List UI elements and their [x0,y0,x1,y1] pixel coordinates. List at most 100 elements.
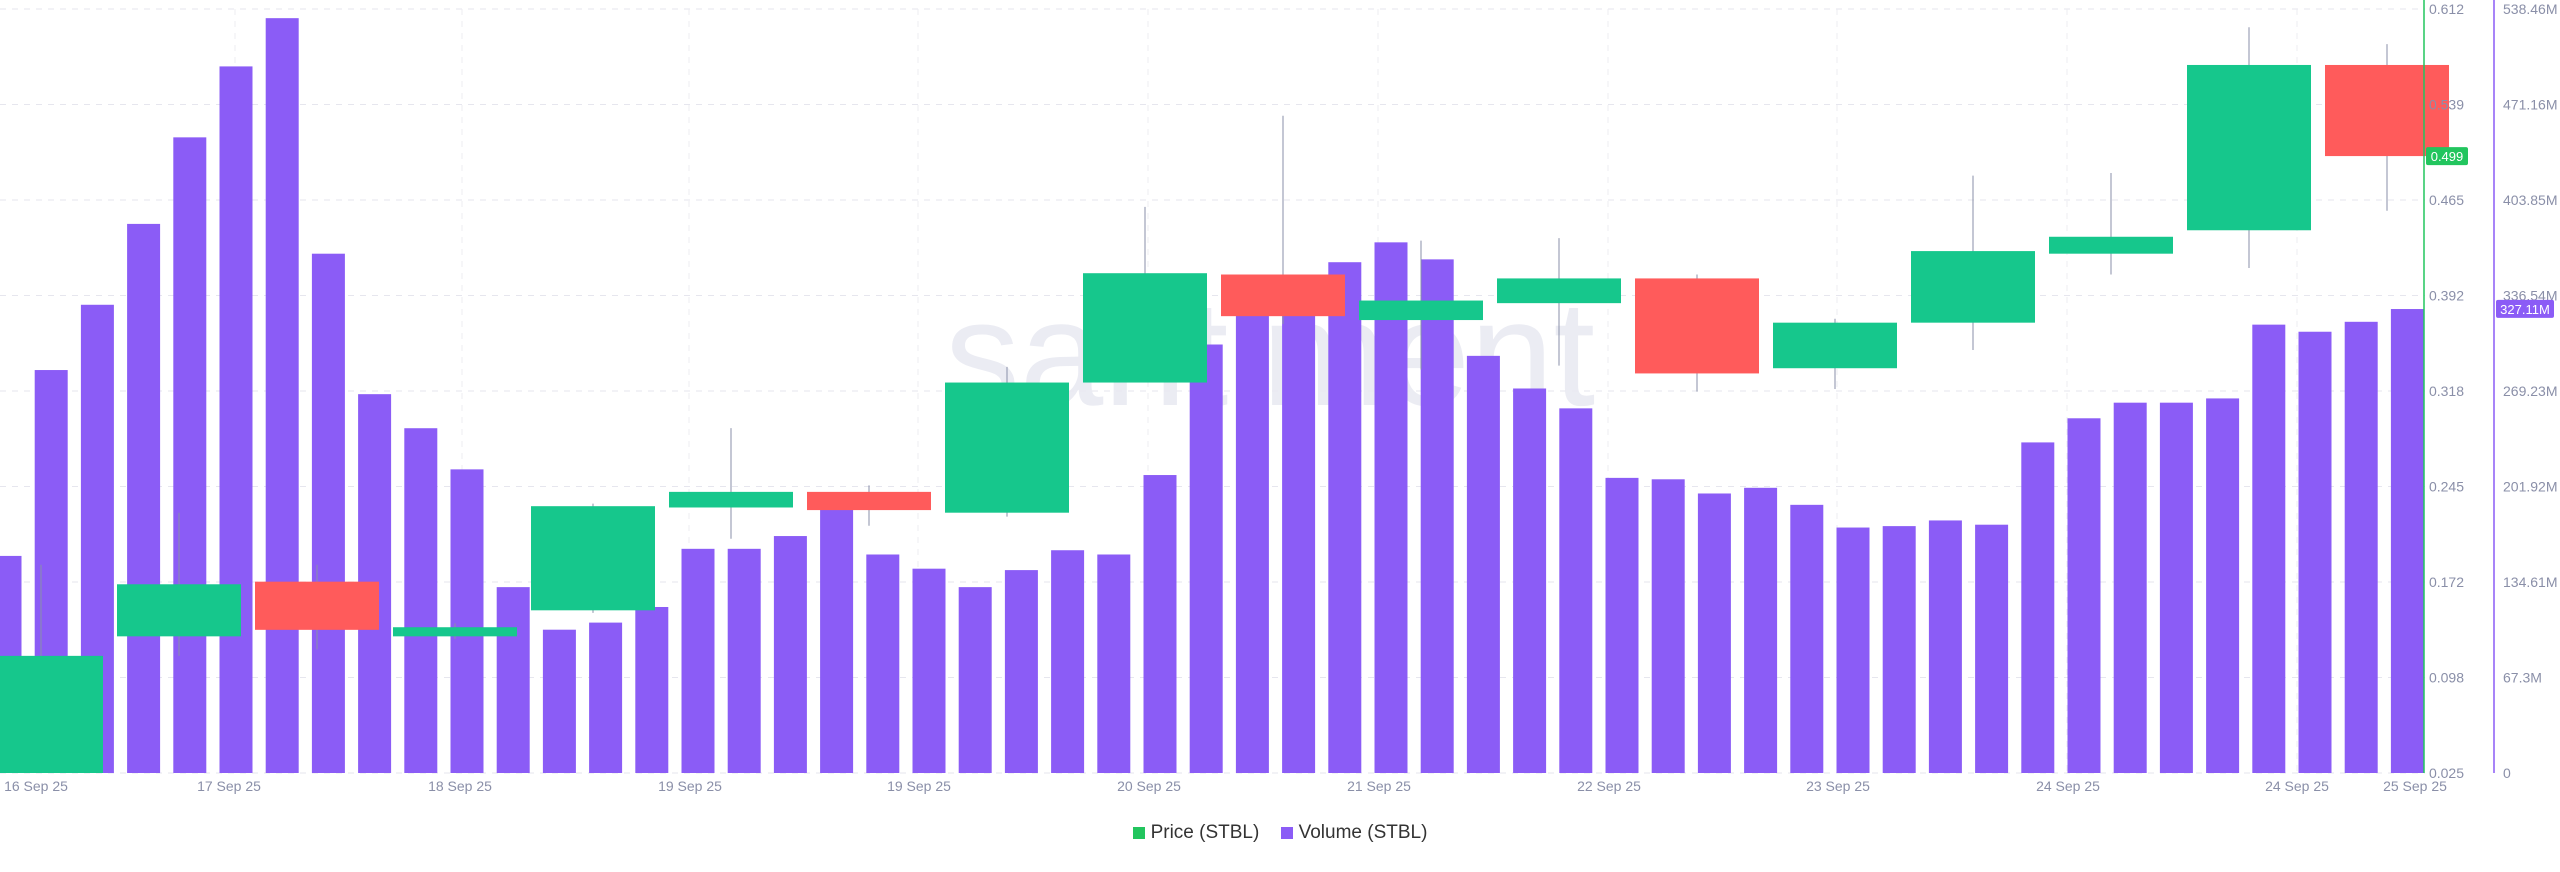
volume-tick-label: 67.3M [2503,670,2542,686]
volume-bar [2298,331,2332,773]
volume-bar [866,554,900,773]
volume-bar [635,606,669,773]
price-tick-label: 0.318 [2429,383,2464,399]
x-tick-label: 19 Sep 25 [887,778,951,794]
volume-bar [1097,554,1131,773]
x-tick-label: 24 Sep 25 [2036,778,2100,794]
volume-bar [1004,570,1038,773]
candle-up [117,584,241,637]
volume-bar [1051,550,1085,773]
x-tick-label: 16 Sep 25 [4,778,68,794]
volume-bar [1374,242,1408,773]
candle-up [2049,236,2173,254]
volume-bar [311,253,345,774]
volume-bar [1790,504,1824,773]
x-tick-label: 25 Sep 25 [2383,778,2447,794]
volume-bar [2021,442,2055,773]
volume-bar [1836,527,1870,773]
x-tick-label: 20 Sep 25 [1117,778,1181,794]
volume-bar [2252,324,2286,773]
volume-bar [589,622,623,773]
volume-current-tag [2496,299,2554,318]
legend: Price (STBL) Volume (STBL) [0,822,2560,845]
volume-bar [1697,493,1731,773]
volume-bar [1928,520,1962,773]
candle-up [0,655,103,773]
volume-bar [127,223,161,774]
volume-tick-label: 471.16M [2503,97,2557,113]
legend-volume-label: Volume (STBL) [1298,822,1428,843]
price-tick-label: 0.539 [2429,97,2464,113]
volume-bar [912,568,946,773]
volume-bar [681,548,715,773]
candle-up [1083,273,1207,383]
volume-bar [1651,479,1685,773]
candle-up [393,627,517,637]
volume-tick-label: 336.54M [2503,288,2557,304]
candle-down [1635,278,1759,374]
volume-bar [1975,524,2009,773]
volume-swatch-icon [1280,827,1293,839]
volume-bar [1559,408,1593,773]
volume-bars [0,18,2424,774]
volume-bar [1189,344,1223,773]
candle-up [1359,300,1483,321]
candle-up [945,382,1069,513]
volume-bar [2067,418,2101,773]
candle-down [807,491,931,511]
volume-bar [1282,287,1316,773]
legend-item-price[interactable]: Price (STBL) [1132,822,1260,844]
volume-bar [173,137,207,773]
candle-up [1497,278,1621,304]
price-tick-label: 0.172 [2429,574,2464,590]
candle-up [669,491,793,508]
candle-up [531,506,655,611]
candle-down [2325,64,2449,157]
candle-up [1773,322,1897,369]
x-tick-label: 22 Sep 25 [1577,778,1641,794]
legend-item-volume[interactable]: Volume (STBL) [1280,822,1428,844]
volume-bar [727,548,761,773]
volume-tick-label: 0 [2503,765,2511,781]
price-tick-label: 0.025 [2429,765,2464,781]
volume-bar [265,18,299,774]
volume-current-value: 327.11M [2500,302,2550,317]
volume-tick-label: 538.46M [2503,1,2557,17]
volume-bar [1744,487,1778,773]
volume-tick-label: 134.61M [2503,574,2557,590]
volume-bar [1513,388,1547,773]
volume-bar [1328,262,1362,773]
x-tick-label: 17 Sep 25 [197,778,261,794]
price-tick-label: 0.392 [2429,288,2464,304]
volume-bar [2344,321,2378,773]
candle-up [1911,251,2035,323]
legend-price-label: Price (STBL) [1150,822,1260,843]
x-tick-label: 18 Sep 25 [428,778,492,794]
price-candles [0,27,2449,773]
volume-bar [1605,477,1639,773]
volume-bar [2113,402,2147,773]
price-tick-label: 0.612 [2429,1,2464,17]
volume-bar [1143,475,1177,773]
volume-tick-label: 403.85M [2503,192,2557,208]
price-tick-label: 0.465 [2429,192,2464,208]
price-tick-label: 0.245 [2429,479,2464,495]
volume-tick-label: 269.23M [2503,383,2557,399]
volume-bar [773,536,807,773]
candle-up [2187,64,2311,231]
volume-bar [450,469,484,773]
candle-down [255,581,379,630]
price-tick-label: 0.098 [2429,670,2464,686]
volume-tick-label: 201.92M [2503,479,2557,495]
volume-bar [496,587,530,773]
axes: 0.025 0.098 0.172 0.245 0.318 0.392 0.465 0.539… [4,0,2557,794]
volume-bar [2206,398,2240,773]
volume-bar [404,428,438,773]
volume-bar [219,66,253,774]
volume-bar [2159,402,2193,773]
volume-bar [1466,355,1500,773]
volume-bar [542,629,576,773]
price-current-tag [2426,147,2468,166]
